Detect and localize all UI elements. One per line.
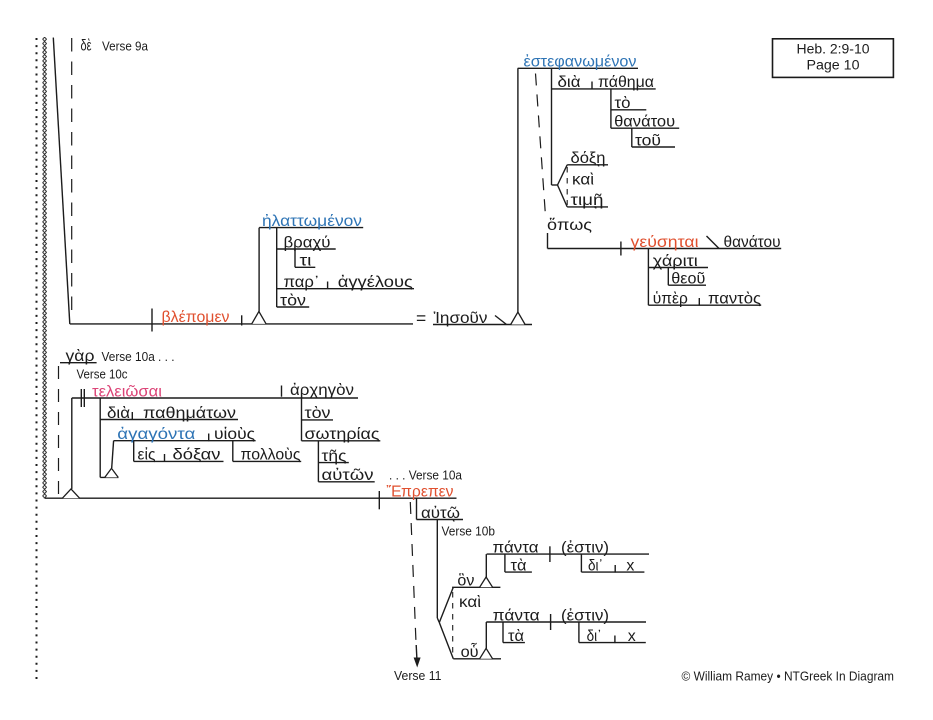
svg-text:αὐτῶν: αὐτῶν: [322, 466, 374, 484]
svg-text:τὸν: τὸν: [305, 405, 331, 422]
svg-text:ἠλαττωμένον: ἠλαττωμένον: [262, 212, 362, 230]
svg-text:. . . Verse 10a: . . . Verse 10a: [389, 469, 462, 483]
svg-text:ἐστεφανωμένον: ἐστεφανωμένον: [524, 53, 637, 71]
svg-text:τὸν: τὸν: [280, 292, 306, 309]
svg-text:(ἐστιν): (ἐστιν): [561, 538, 609, 556]
svg-text:θανάτου: θανάτου: [614, 114, 675, 131]
svg-text:πάντα: πάντα: [493, 539, 539, 556]
svg-text:υἱοὺς: υἱοὺς: [214, 425, 255, 443]
svg-text:θανάτου: θανάτου: [724, 234, 781, 251]
svg-text:παρ᾽: παρ᾽: [284, 274, 320, 291]
svg-text:Page 10: Page 10: [807, 58, 860, 73]
svg-text:τὸ: τὸ: [615, 95, 631, 112]
svg-text:διὰ: διὰ: [558, 74, 581, 91]
svg-text:x: x: [626, 557, 634, 574]
svg-text:γεύσηται: γεύσηται: [631, 234, 700, 251]
svg-text:θεοῦ: θεοῦ: [671, 271, 705, 288]
svg-text:σωτηρίας: σωτηρίας: [305, 426, 380, 443]
svg-text:δι᾽: δι᾽: [587, 628, 602, 645]
svg-text:Verse 10b: Verse 10b: [442, 525, 496, 539]
svg-text:δόξαν: δόξαν: [173, 447, 221, 464]
svg-text:γὰρ: γὰρ: [66, 348, 95, 365]
svg-text:δὲ: δὲ: [81, 38, 92, 55]
svg-text:Ἰησοῦν: Ἰησοῦν: [434, 310, 488, 327]
svg-text:ἀγαγόντα: ἀγαγόντα: [117, 425, 195, 443]
svg-text:Verse 11: Verse 11: [394, 669, 442, 683]
svg-text:τὰ: τὰ: [511, 557, 527, 574]
svg-text:Verse 10c: Verse 10c: [77, 368, 128, 382]
svg-text:χάριτι: χάριτι: [653, 253, 699, 270]
svg-text:ἀρχηγὸν: ἀρχηγὸν: [290, 381, 354, 399]
svg-text:πολλοὺς: πολλοὺς: [241, 447, 301, 464]
svg-text:ὑπὲρ: ὑπὲρ: [653, 290, 688, 308]
svg-text:δόξῃ: δόξῃ: [571, 150, 606, 167]
svg-text:αὐτῷ: αὐτῷ: [421, 504, 460, 522]
svg-text:πάθημα: πάθημα: [598, 74, 654, 91]
svg-text:ἀγγέλους: ἀγγέλους: [338, 273, 413, 291]
svg-text:βραχύ: βραχύ: [284, 234, 331, 251]
svg-text:Verse 10a . . .: Verse 10a . . .: [102, 350, 175, 364]
svg-text:παθημάτων: παθημάτων: [143, 405, 236, 422]
svg-text:ὅπως: ὅπως: [547, 217, 592, 234]
svg-text:πάντα: πάντα: [493, 607, 540, 624]
svg-text:καὶ: καὶ: [572, 172, 595, 189]
svg-text:εἰς: εἰς: [138, 446, 156, 464]
svg-text:τιμῇ: τιμῇ: [571, 192, 604, 209]
svg-text:βλέπομεν: βλέπομεν: [162, 309, 230, 326]
svg-text:τελειῶσαι: τελειῶσαι: [92, 383, 163, 400]
svg-text:Ἔπρεπεν: Ἔπρεπεν: [387, 484, 454, 501]
svg-text:(ἐστιν): (ἐστιν): [561, 606, 609, 624]
svg-text:τῆς: τῆς: [322, 448, 347, 465]
svg-text:τὰ: τὰ: [508, 628, 524, 645]
svg-text:δι᾽: δι᾽: [588, 557, 603, 574]
svg-text:τοῦ: τοῦ: [635, 132, 661, 149]
svg-text:καὶ: καὶ: [459, 594, 482, 611]
svg-text:x: x: [628, 628, 636, 645]
svg-text:=: =: [416, 308, 426, 328]
svg-text:οὗ: οὗ: [461, 642, 479, 661]
svg-text:παντὸς: παντὸς: [708, 291, 761, 308]
svg-text:Verse 9a: Verse 9a: [102, 40, 148, 54]
svg-text:© William Ramey • NTGreek In D: © William Ramey • NTGreek In Diagram: [682, 670, 895, 684]
svg-text:διὰ: διὰ: [107, 405, 130, 422]
svg-text:ὃν: ὃν: [457, 572, 474, 590]
svg-text:Heb. 2:9-10: Heb. 2:9-10: [797, 42, 870, 57]
svg-text:τι: τι: [300, 253, 313, 270]
